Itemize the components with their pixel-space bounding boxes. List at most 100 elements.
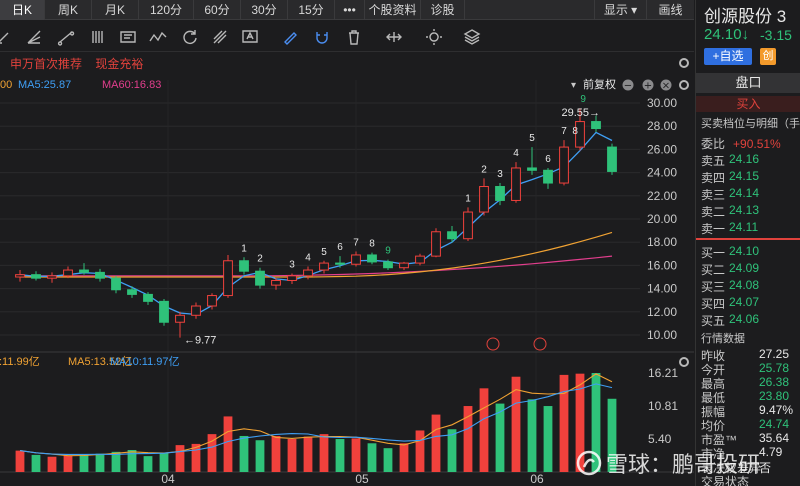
price-tick-label: 12.00	[647, 305, 677, 319]
market-row-value: 23.80	[759, 389, 790, 403]
ask-row-label: 卖三	[701, 188, 726, 202]
ask-row-label: 卖一	[701, 222, 726, 236]
period-tab-bar: 日K 周K 月K 120分 60分 30分 15分 ••• 个股资料 诊股 显示 ▾ 画线	[0, 0, 694, 20]
depth-title: 买卖档位与明细（手）	[701, 118, 800, 130]
period-tab-1[interactable]: 日K	[0, 0, 45, 20]
wave-icon[interactable]	[148, 27, 168, 47]
bid-row: 买三 24.08	[701, 278, 800, 295]
count-marker: 7	[561, 126, 567, 137]
volume-bar	[223, 416, 233, 472]
bid-row-label: 买四	[701, 297, 726, 311]
magnet-icon[interactable]	[312, 27, 332, 47]
candle-body	[399, 262, 409, 269]
buy-button[interactable]: 买入	[696, 96, 800, 112]
candle-body	[95, 271, 105, 279]
market-row-value: 24.74	[759, 417, 790, 431]
candle-body	[15, 274, 25, 278]
promo-tag-2[interactable]: 现金充裕	[95, 57, 144, 71]
candle-body	[383, 261, 393, 269]
volume-legend-value: 量:11.99亿	[0, 355, 40, 368]
period-tab-6[interactable]: 30分	[241, 0, 288, 20]
candle-body	[575, 121, 585, 148]
settings-gear-icon[interactable]	[679, 58, 689, 68]
expand-icon[interactable]	[384, 27, 404, 47]
bid-row-value: 24.10	[729, 244, 760, 258]
volume-bar	[79, 454, 89, 472]
quote-panel: 创源股份 3 24.10↓ -3.15 +自选 创 盘口 买入 买卖档位与明细（…	[695, 0, 800, 486]
event-marker-icon[interactable]	[486, 337, 500, 351]
market-row: 昨收 27.25	[701, 347, 800, 364]
market-row-label: 均价	[701, 419, 726, 433]
period-tab-2[interactable]: 周K	[45, 0, 92, 20]
annotation-icon[interactable]	[240, 27, 260, 47]
volume-bar	[575, 373, 585, 472]
ma60-legend: MA60:16.83	[102, 79, 161, 91]
line-tool-icon[interactable]	[56, 27, 76, 47]
trash-icon[interactable]	[344, 27, 364, 47]
market-row: 表决权差异否	[701, 459, 800, 476]
zoom-in-icon[interactable]: +	[642, 79, 654, 92]
add-watchlist-button[interactable]: +自选	[704, 48, 752, 65]
tab-order-book[interactable]: 盘口	[696, 73, 800, 93]
volume-bar	[479, 388, 489, 472]
ma60-line	[20, 255, 613, 277]
count-marker: 9	[385, 246, 391, 257]
price-tick-label: 26.00	[647, 142, 677, 156]
market-row-label: 今开	[701, 363, 726, 377]
settings-gear-icon[interactable]	[679, 357, 689, 367]
market-row-label: 表决权差异	[701, 461, 762, 475]
price-tick-label: 10.00	[647, 328, 677, 342]
period-tab-7[interactable]: 15分	[288, 0, 335, 20]
pitchfork-icon[interactable]	[210, 27, 230, 47]
market-row: 均价 24.74	[701, 417, 800, 434]
period-tab-3[interactable]: 月K	[92, 0, 139, 20]
price-tick-label: 14.00	[647, 282, 677, 296]
bid-row: 买一 24.10	[701, 244, 800, 261]
draw-line-button[interactable]: 画线	[646, 0, 694, 20]
period-tab-10[interactable]: 诊股	[421, 0, 465, 20]
price-tick-label: 24.00	[647, 166, 677, 180]
gear-icon[interactable]	[424, 27, 444, 47]
candle-body	[479, 186, 489, 213]
candle-body	[287, 275, 297, 281]
candle-body	[367, 254, 377, 263]
cursor-icon[interactable]	[0, 27, 14, 47]
display-menu[interactable]: 显示 ▾	[594, 0, 646, 20]
ask-row-value: 24.16	[729, 152, 760, 166]
layers-icon[interactable]	[462, 27, 482, 47]
channel-icon[interactable]	[88, 27, 108, 47]
market-row: 最低 23.80	[701, 389, 800, 406]
event-marker-icon[interactable]	[533, 337, 547, 351]
period-tab-5[interactable]: 60分	[194, 0, 241, 20]
price-tick-label: 20.00	[647, 212, 677, 226]
period-tab-4[interactable]: 120分	[139, 0, 194, 20]
price-tick-label: 16.00	[647, 258, 677, 272]
market-row: 交易状态	[701, 473, 800, 486]
volume-bar	[111, 451, 121, 472]
candle-body	[47, 275, 57, 279]
adjust-dropdown[interactable]: 前复权	[583, 77, 616, 91]
volume-bar	[511, 376, 521, 472]
period-tab-8[interactable]: •••	[335, 0, 365, 20]
fan-icon[interactable]	[24, 27, 44, 47]
settings-gear-icon[interactable]	[679, 80, 689, 90]
text-box-icon[interactable]	[118, 27, 138, 47]
volume-bar	[303, 436, 313, 472]
promo-tag-1[interactable]: 申万首次推荐	[10, 57, 83, 71]
period-tab-9[interactable]: 个股资料	[365, 0, 421, 20]
reset-icon[interactable]: ×	[660, 79, 672, 92]
zoom-out-icon[interactable]: −	[622, 79, 634, 92]
volume-bar	[495, 403, 505, 472]
count-marker: 7	[353, 237, 359, 248]
ask-row-value: 24.14	[729, 186, 760, 200]
volume-bar	[415, 430, 425, 472]
count-marker: 2	[481, 164, 487, 175]
rotate-icon[interactable]	[180, 27, 200, 47]
market-row: 市净 4.79	[701, 445, 800, 462]
x-tick-label: 06	[530, 472, 544, 486]
market-row-value: 26.38	[759, 375, 790, 389]
volume-tick-label: 10.81	[648, 399, 678, 413]
pen-icon[interactable]	[280, 27, 300, 47]
svg-text:−: −	[624, 81, 632, 92]
candle-body	[111, 277, 121, 291]
